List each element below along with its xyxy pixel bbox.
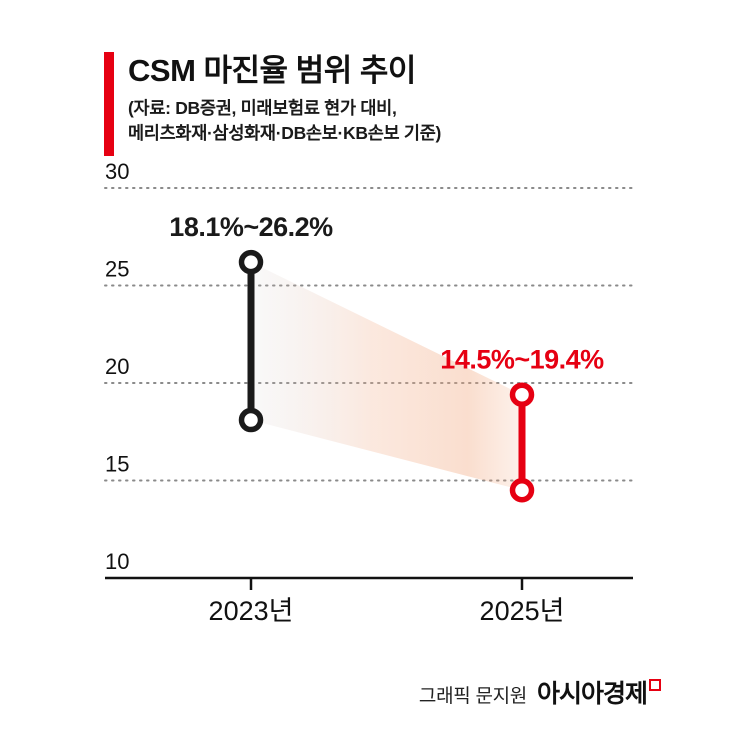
graphic-credit: 그래픽 문지원	[418, 686, 527, 707]
source-note-line2: 메리츠화재·삼성화재·DB손보·KB손보 기준)	[128, 123, 442, 144]
range-value-label-2023년: 18.1%~26.2%	[169, 212, 333, 242]
title-accent-bar	[104, 52, 114, 156]
range-bottom-marker-2025년	[509, 478, 535, 503]
y-tick-label-20: 20	[105, 354, 129, 379]
range-value-label-2025년: 14.5%~19.4%	[440, 345, 604, 375]
footer: 그래픽 문지원 아시아경제	[419, 674, 661, 710]
publisher-logo-mark-icon	[649, 679, 661, 691]
range-top-marker-2025년	[509, 382, 535, 407]
range-top-marker-2023년	[238, 249, 264, 275]
x-category-label-1: 2023년	[209, 596, 294, 626]
chart-header: CSM 마진율 범위 추이 (자료: DB증권, 미래보험료 현가 대비, 메리…	[104, 52, 441, 156]
y-tick-label-25: 25	[105, 257, 129, 282]
page-title: CSM 마진율 범위 추이	[128, 53, 416, 88]
y-tick-label-10: 10	[105, 549, 129, 574]
chart-layer: 30 25 20 15 10 2023년 2025년 18.1%~26.2% 14.5%~19.…	[104, 159, 634, 626]
source-note-line1: (자료: DB증권, 미래보험료 현가 대비,	[128, 97, 397, 118]
publisher-logo-text: 아시아경제	[536, 680, 648, 708]
range-bottom-marker-2023년	[238, 407, 264, 433]
range-band	[251, 262, 522, 491]
publisher-logo: 아시아경제	[537, 674, 661, 710]
x-category-label-2: 2025년	[480, 596, 565, 626]
y-tick-label-30: 30	[105, 159, 129, 184]
chart-source-note: (자료: DB증권, 미래보험료 현가 대비, 메리츠화재·삼성화재·DB손보·…	[128, 96, 441, 147]
y-tick-label-15: 15	[105, 452, 129, 477]
